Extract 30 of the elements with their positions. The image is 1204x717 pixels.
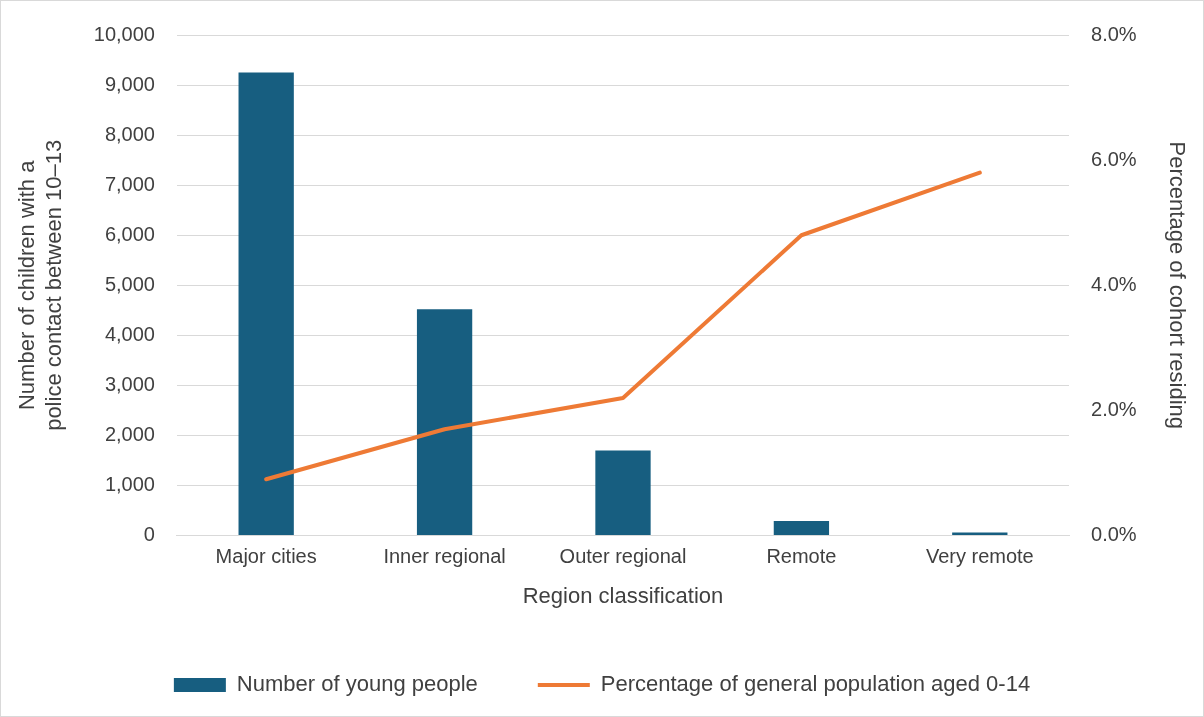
y-tick-label: 7,000 xyxy=(104,172,155,195)
y-tick-label: 1,000 xyxy=(104,473,155,496)
y2-axis-title: Percentage of cohort residing xyxy=(1164,141,1190,429)
y-tick-label: 4,000 xyxy=(104,322,155,345)
y-tick-label: 6,000 xyxy=(104,222,155,245)
bar xyxy=(238,72,294,536)
y-tick-label: 9,000 xyxy=(104,72,155,95)
y-tick-label: 0 xyxy=(143,523,155,546)
y-tick-label: 10,000 xyxy=(93,22,155,45)
y-tick-label: 2,000 xyxy=(104,423,155,445)
y-tick-label: 5,000 xyxy=(104,272,155,295)
x-tick-label: Major cities xyxy=(215,545,317,568)
y2-tick-label: 6.0% xyxy=(1091,147,1137,170)
bar xyxy=(595,450,651,536)
y-tick-label: 8,000 xyxy=(104,122,155,145)
bar xyxy=(773,521,830,536)
y2-tick-label: 4.0% xyxy=(1091,272,1137,295)
y2-tick-label: 0.0% xyxy=(1091,523,1137,546)
x-tick-label: Inner regional xyxy=(383,545,506,568)
y2-tick-label: 2.0% xyxy=(1091,397,1137,420)
bar xyxy=(416,309,473,536)
x-axis-title: Region classification xyxy=(522,582,724,608)
x-tick-label: Remote xyxy=(766,545,837,568)
legend-label: Percentage of general population aged 0-14 xyxy=(600,671,1031,697)
y-axis-title: Number of children with a police contact between 10–13 xyxy=(14,139,66,431)
legend-label: Number of young people xyxy=(236,671,478,697)
x-tick-label: Outer regional xyxy=(559,545,687,568)
y-tick-label: 3,000 xyxy=(104,372,155,395)
y2-tick-label: 8.0% xyxy=(1091,22,1137,45)
x-tick-label: Very remote xyxy=(925,545,1034,568)
